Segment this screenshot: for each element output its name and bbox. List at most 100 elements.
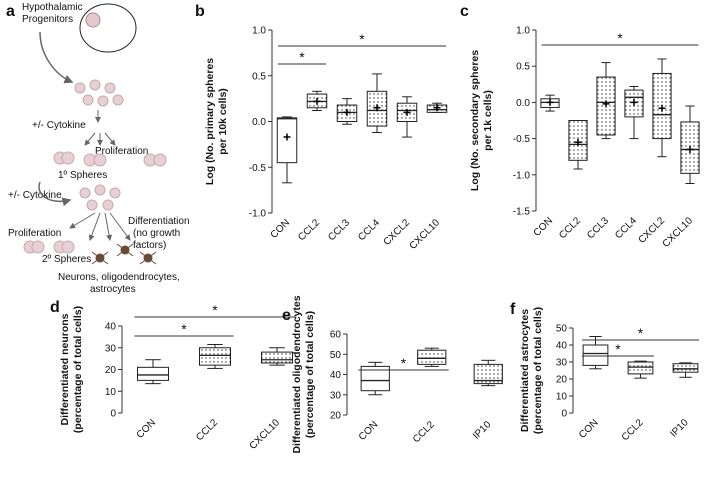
y-tick-label: 40 xyxy=(105,322,117,333)
label: (no growth xyxy=(133,228,180,239)
y-axis-label-line: (percentage of total cells) xyxy=(72,306,84,433)
x-tick-label: CCL4 xyxy=(356,217,382,243)
x-tick-label: CCL2 xyxy=(411,419,437,445)
label: 1º Spheres xyxy=(58,170,107,181)
box xyxy=(627,361,654,375)
y-axis-label: Differentiated astrocytes(percentage of … xyxy=(519,307,544,434)
mean-marker xyxy=(686,145,694,153)
label: +/- Cytokine xyxy=(8,190,62,201)
box xyxy=(417,349,447,365)
x-tick-label: CON xyxy=(577,417,601,441)
arrow xyxy=(39,31,74,84)
x-tick-label: IP10 xyxy=(668,417,691,440)
label: astrocytes xyxy=(90,284,136,295)
y-tick-label: 1.0 xyxy=(516,26,530,37)
panel-label: c xyxy=(460,3,469,20)
box xyxy=(672,363,699,373)
significance-label: * xyxy=(359,31,365,47)
panel: c Log (No. secondary spheresper 1k cells)… xyxy=(460,3,700,250)
x-tick-label: CON xyxy=(532,215,556,239)
y-tick-label: 0 xyxy=(110,409,116,420)
panel-label: f xyxy=(510,301,516,318)
y-tick-label: 50 xyxy=(556,324,568,335)
y-tick-label: -1.0 xyxy=(249,209,267,220)
neurons xyxy=(91,243,157,265)
y-tick-label: 0 xyxy=(561,409,567,420)
x-tick-label: CCL2 xyxy=(557,215,583,241)
y-tick-label: -0.5 xyxy=(513,134,531,145)
panel: f Differentiated astrocytes(percentage of… xyxy=(510,301,699,443)
label: Proliferation xyxy=(95,146,148,157)
y-axis-label: Differentiated neurons(percentage of tot… xyxy=(59,306,84,433)
y-tick-label: 40 xyxy=(330,370,342,381)
box xyxy=(199,347,231,366)
panel: e Differentiated oligodendrocytes(percent… xyxy=(282,295,503,454)
y-tick-label: 10 xyxy=(105,387,117,398)
mean-marker xyxy=(630,98,638,106)
label: Differentiation xyxy=(128,216,190,227)
y-axis-label: Differentiated oligodendrocytes(percenta… xyxy=(291,295,316,453)
significance-label: * xyxy=(617,30,623,46)
mean-marker xyxy=(602,100,610,108)
embryo xyxy=(79,3,137,53)
label: Proliferation xyxy=(8,228,61,239)
x-tick-label: CON xyxy=(135,417,159,441)
significance-label: * xyxy=(638,325,644,341)
y-tick-label: 10 xyxy=(556,392,568,403)
y-tick-label: 0.0 xyxy=(252,117,266,128)
x-tick-label: CCL2 xyxy=(296,217,322,243)
y-tick-label: 30 xyxy=(105,343,117,354)
box xyxy=(137,366,169,381)
y-axis-label: Log (No. secondary spheresper 1k cells) xyxy=(469,50,494,191)
significance-label: * xyxy=(181,321,187,337)
mean-marker xyxy=(343,108,351,116)
mean-marker xyxy=(313,97,321,105)
x-tick-label: CCL2 xyxy=(620,417,646,443)
label: 2º Spheres xyxy=(42,254,91,265)
label: Hypothalamic xyxy=(22,2,83,13)
significance-label: * xyxy=(299,49,305,65)
y-tick-label: 20 xyxy=(556,375,568,386)
x-tick-label: CON xyxy=(269,217,293,241)
y-axis-label-line: Log (No. secondary spheres xyxy=(469,50,481,191)
mean-marker xyxy=(433,104,441,112)
label: Neurons, oligodendrocytes, xyxy=(58,272,180,283)
x-tick-label: CXCL10 xyxy=(661,215,696,250)
x-tick-label: CCL2 xyxy=(194,417,220,443)
panel-label: e xyxy=(282,307,291,324)
panel-label: a xyxy=(6,3,15,20)
diagram: a Hypothalamic Progenitors +/- Cytokine … xyxy=(6,2,190,295)
cells xyxy=(23,79,167,254)
x-tick-label: IP10 xyxy=(471,419,494,442)
y-axis-label: Log (No. primary spheresper 10k cells) xyxy=(204,58,229,185)
significance-label: * xyxy=(615,341,621,357)
y-axis-label-line: per 1k cells) xyxy=(482,90,494,151)
x-tick-label: CCL4 xyxy=(613,215,639,241)
y-axis-label-line: (percentage of total cells) xyxy=(304,311,316,438)
mean-marker xyxy=(283,133,291,141)
x-tick-label: CCL3 xyxy=(585,215,611,241)
label: +/- Cytokine xyxy=(32,120,86,131)
y-tick-label: 0.5 xyxy=(516,62,530,73)
x-tick-label: CXCL10 xyxy=(248,417,283,452)
y-axis-label-line: Log (No. primary spheres xyxy=(204,58,216,185)
x-tick-label: CCL3 xyxy=(326,217,352,243)
progenitors xyxy=(85,12,101,28)
significance-label: * xyxy=(212,302,218,318)
box xyxy=(582,344,609,366)
y-axis-label-line: Differentiated neurons xyxy=(59,313,71,425)
significance-label: * xyxy=(401,355,407,371)
panel-label: d xyxy=(50,299,60,316)
y-tick-label: 60 xyxy=(330,330,342,341)
x-tick-label: CON xyxy=(357,419,381,443)
x-tick-label: CXCL10 xyxy=(408,217,443,252)
y-tick-label: 40 xyxy=(556,341,568,352)
mean-marker xyxy=(546,98,554,106)
panel-label: b xyxy=(195,3,205,20)
y-tick-label: -1.5 xyxy=(513,207,531,218)
y-tick-label: 20 xyxy=(330,411,342,422)
y-tick-label: -1.0 xyxy=(513,170,531,181)
y-tick-label: 1.0 xyxy=(252,26,266,37)
